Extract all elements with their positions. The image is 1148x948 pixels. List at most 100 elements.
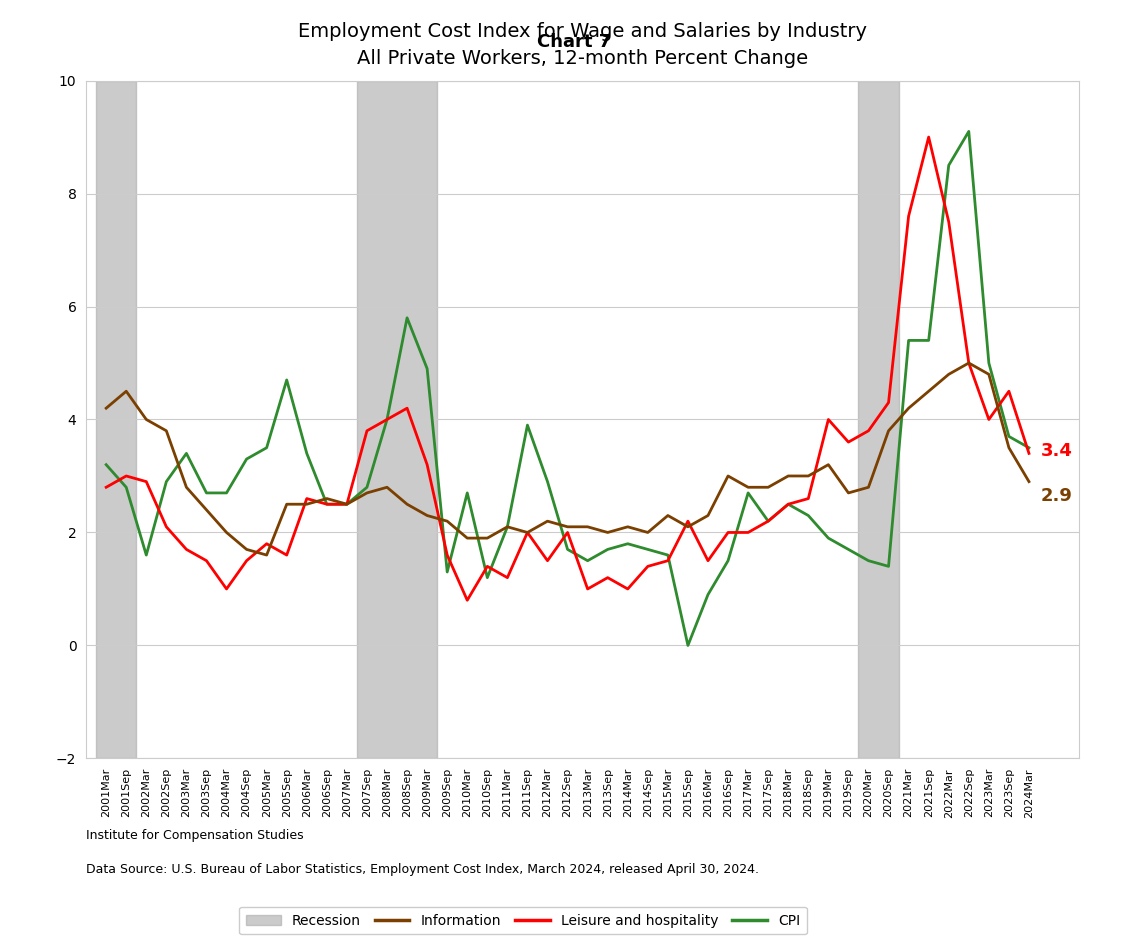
Leisure and hospitality	[982, 413, 995, 425]
CPI	[541, 476, 554, 487]
CPI	[1002, 430, 1016, 442]
Leisure and hospitality	[259, 538, 273, 550]
Information	[460, 533, 474, 544]
Information	[520, 527, 534, 538]
Leisure and hospitality	[1022, 447, 1035, 459]
Leisure and hospitality	[300, 493, 313, 504]
Leisure and hospitality	[179, 544, 193, 556]
CPI	[862, 555, 876, 566]
Leisure and hospitality	[600, 572, 614, 583]
Information	[99, 403, 113, 414]
CPI	[259, 442, 273, 453]
CPI	[520, 419, 534, 430]
CPI	[480, 572, 494, 583]
CPI	[982, 357, 995, 369]
Leisure and hospitality	[401, 403, 414, 414]
CPI	[200, 487, 214, 499]
CPI	[922, 335, 936, 346]
Information	[701, 510, 715, 521]
Text: 2.9: 2.9	[1041, 486, 1073, 504]
CPI	[701, 589, 715, 600]
CPI	[380, 413, 394, 425]
Leisure and hospitality	[761, 516, 775, 527]
CPI	[621, 538, 635, 550]
CPI	[721, 555, 735, 566]
Leisure and hospitality	[219, 583, 233, 594]
Leisure and hospitality	[240, 555, 254, 566]
Leisure and hospitality	[480, 560, 494, 572]
Information	[219, 527, 233, 538]
Leisure and hospitality	[280, 550, 294, 561]
CPI	[501, 521, 514, 533]
Information	[862, 482, 876, 493]
Leisure and hospitality	[742, 527, 755, 538]
CPI	[160, 476, 173, 487]
Information	[541, 516, 554, 527]
Leisure and hospitality	[380, 413, 394, 425]
CPI	[742, 487, 755, 499]
CPI	[641, 544, 654, 556]
CPI	[901, 335, 915, 346]
Information	[259, 550, 273, 561]
Text: Institute for Compensation Studies: Institute for Compensation Studies	[86, 830, 304, 843]
CPI	[1022, 442, 1035, 453]
CPI	[560, 544, 574, 556]
Text: Chart 7: Chart 7	[537, 33, 611, 51]
Information	[280, 499, 294, 510]
Information	[641, 527, 654, 538]
Leisure and hospitality	[160, 521, 173, 533]
Leisure and hospitality	[581, 583, 595, 594]
CPI	[360, 482, 374, 493]
Leisure and hospitality	[801, 493, 815, 504]
Information	[761, 482, 775, 493]
Line: CPI: CPI	[106, 132, 1029, 646]
Information	[581, 521, 595, 533]
CPI	[822, 533, 836, 544]
Leisure and hospitality	[460, 594, 474, 606]
Information	[480, 533, 494, 544]
Leisure and hospitality	[941, 216, 955, 228]
Leisure and hospitality	[841, 436, 855, 447]
Legend: Recession, Information, Leisure and hospitality, CPI: Recession, Information, Leisure and hosp…	[239, 906, 807, 935]
Leisure and hospitality	[721, 527, 735, 538]
Information	[681, 521, 695, 533]
Leisure and hospitality	[139, 476, 153, 487]
CPI	[99, 459, 113, 470]
CPI	[280, 374, 294, 386]
CPI	[119, 482, 133, 493]
Information	[320, 493, 334, 504]
Information	[1022, 476, 1035, 487]
Bar	[357, 81, 437, 758]
Leisure and hospitality	[99, 482, 113, 493]
CPI	[240, 453, 254, 465]
CPI	[139, 550, 153, 561]
CPI	[761, 516, 775, 527]
CPI	[661, 550, 675, 561]
Bar	[96, 81, 137, 758]
Line: Leisure and hospitality: Leisure and hospitality	[106, 137, 1029, 600]
Title: Employment Cost Index for Wage and Salaries by Industry
All Private Workers, 12-: Employment Cost Index for Wage and Salar…	[298, 23, 867, 68]
Information	[240, 544, 254, 556]
Leisure and hospitality	[340, 499, 354, 510]
Information	[901, 403, 915, 414]
Information	[841, 487, 855, 499]
Leisure and hospitality	[541, 555, 554, 566]
Information	[922, 386, 936, 397]
Text: Data Source: U.S. Bureau of Labor Statistics, Employment Cost Index, March 2024,: Data Source: U.S. Bureau of Labor Statis…	[86, 863, 759, 876]
CPI	[882, 560, 895, 572]
CPI	[441, 566, 455, 577]
Leisure and hospitality	[320, 499, 334, 510]
Information	[982, 369, 995, 380]
CPI	[941, 159, 955, 171]
Information	[962, 357, 976, 369]
Leisure and hospitality	[420, 459, 434, 470]
CPI	[300, 447, 313, 459]
CPI	[179, 447, 193, 459]
Leisure and hospitality	[641, 560, 654, 572]
Leisure and hospitality	[360, 425, 374, 436]
Information	[661, 510, 675, 521]
Information	[501, 521, 514, 533]
Leisure and hospitality	[681, 516, 695, 527]
Information	[882, 425, 895, 436]
CPI	[962, 126, 976, 137]
